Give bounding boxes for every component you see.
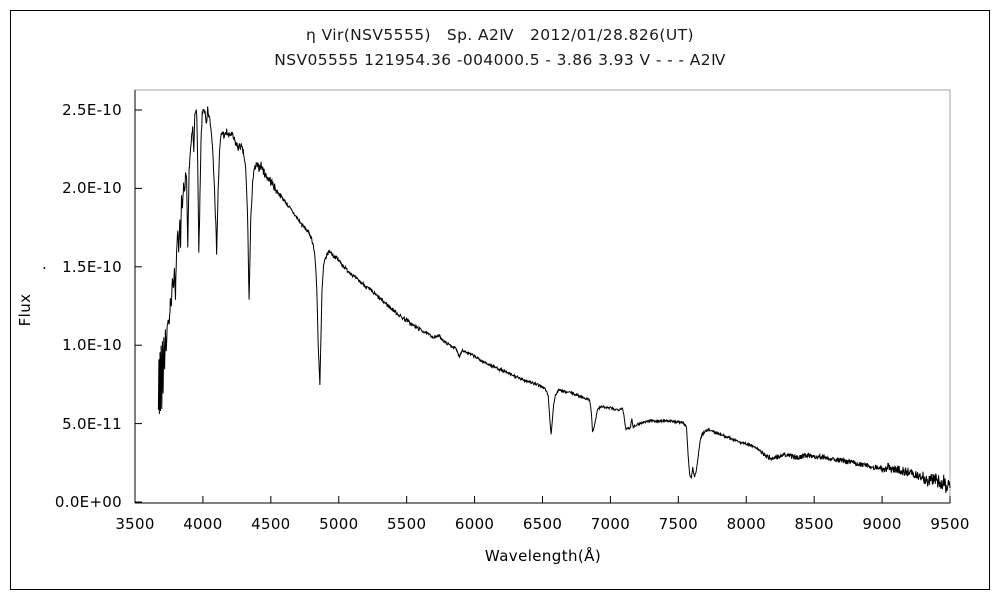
window-border	[10, 10, 990, 590]
plot-frame	[134, 89, 951, 504]
y-tick-label: 0.0E+00	[54, 493, 122, 511]
x-tick-label: 5000	[319, 515, 359, 533]
x-tick-label: 3500	[115, 515, 155, 533]
y-tick-label: 2.5E-10	[62, 101, 122, 119]
chart-title-line-1: η Vir(NSV5555) Sp. A2Ⅳ 2012/01/28.826(UT…	[306, 26, 694, 44]
x-tick-label: 6000	[454, 515, 495, 533]
x-tick-label: 4500	[251, 515, 291, 533]
x-tick-label: 4000	[183, 515, 223, 533]
x-tick-label: 9000	[862, 515, 902, 533]
y-tick-label: 5.0E-11	[62, 414, 122, 433]
y-axis-title: Flux	[16, 293, 34, 327]
y-tick-label: 1.5E-10	[62, 257, 122, 276]
spectrum-line	[157, 106, 951, 494]
x-tick-label: 7500	[658, 515, 699, 533]
x-tick-label: 6500	[522, 515, 563, 533]
stray-dot: .	[42, 255, 47, 273]
x-tick-label: 9500	[930, 515, 970, 533]
y-tick-label: 1.0E-10	[62, 336, 122, 355]
x-tick-label: 5500	[386, 515, 427, 533]
y-tick-label: 2.0E-10	[62, 179, 122, 198]
x-tick-label: 8000	[726, 515, 766, 533]
x-tick-label: 7000	[590, 515, 631, 533]
x-axis-title: Wavelength(Å)	[484, 547, 602, 565]
chart-title-line-2: NSV05555 121954.36 -004000.5 - 3.86 3.93…	[274, 51, 726, 69]
x-tick-label: 8500	[794, 515, 834, 533]
axis-tick-marks	[134, 109, 951, 503]
